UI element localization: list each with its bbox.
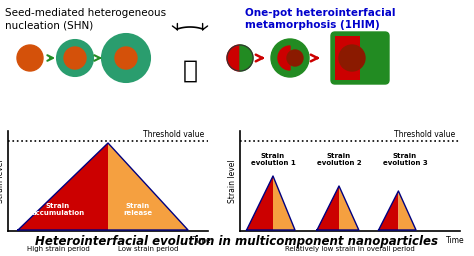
Polygon shape xyxy=(227,45,240,71)
Polygon shape xyxy=(273,176,295,230)
Text: Strain
accumulation: Strain accumulation xyxy=(31,203,84,216)
Y-axis label: Strain level: Strain level xyxy=(228,159,237,203)
Polygon shape xyxy=(379,191,399,230)
Text: Threshold value: Threshold value xyxy=(143,130,204,139)
Circle shape xyxy=(17,45,43,71)
Text: Relatively low strain in overall period: Relatively low strain in overall period xyxy=(285,246,415,252)
Polygon shape xyxy=(108,143,188,230)
Circle shape xyxy=(57,40,93,76)
Text: Low strain period: Low strain period xyxy=(118,246,178,252)
Circle shape xyxy=(102,34,150,82)
FancyBboxPatch shape xyxy=(331,32,389,84)
Text: Threshold value: Threshold value xyxy=(394,130,456,139)
Polygon shape xyxy=(18,143,108,230)
Text: Strain
evolution 2: Strain evolution 2 xyxy=(317,153,361,166)
Text: One-pot heterointerfacial
metamorphosis (1HIM): One-pot heterointerfacial metamorphosis … xyxy=(245,8,395,30)
Y-axis label: Strain level: Strain level xyxy=(0,159,5,203)
Polygon shape xyxy=(240,45,253,71)
Polygon shape xyxy=(399,191,416,230)
PathPatch shape xyxy=(335,36,360,80)
Text: Time: Time xyxy=(193,236,212,245)
Text: Strain
release: Strain release xyxy=(123,203,153,216)
Polygon shape xyxy=(317,186,339,230)
Text: Heterointerfacial evolution in multicomponent nanoparticles: Heterointerfacial evolution in multicomp… xyxy=(36,235,438,248)
Polygon shape xyxy=(246,176,273,230)
Circle shape xyxy=(64,47,86,69)
Circle shape xyxy=(339,45,365,71)
Text: Seed-mediated heterogeneous
nucleation (SHN): Seed-mediated heterogeneous nucleation (… xyxy=(5,8,166,30)
Text: Time: Time xyxy=(446,236,465,245)
Circle shape xyxy=(271,39,309,77)
Circle shape xyxy=(287,50,303,66)
Text: High strain period: High strain period xyxy=(27,246,90,252)
Polygon shape xyxy=(278,46,290,70)
Polygon shape xyxy=(339,186,359,230)
Text: 🧪: 🧪 xyxy=(182,59,198,83)
Text: Strain
evolution 1: Strain evolution 1 xyxy=(251,153,295,166)
Text: Strain
evolution 3: Strain evolution 3 xyxy=(383,153,428,166)
Circle shape xyxy=(115,47,137,69)
